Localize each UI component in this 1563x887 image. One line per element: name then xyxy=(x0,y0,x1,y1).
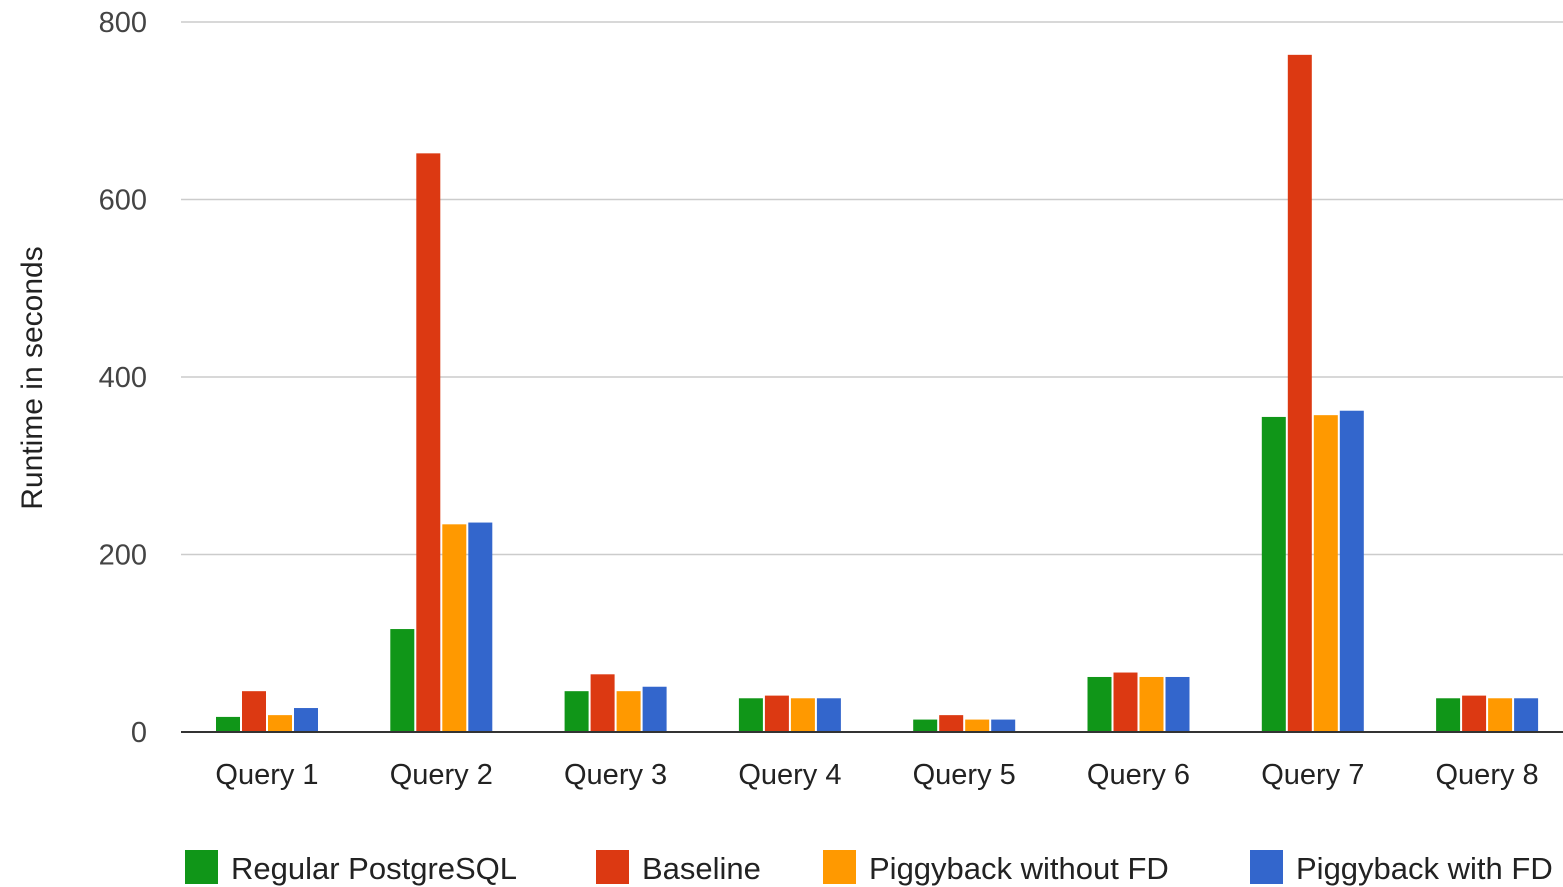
legend-entry: Piggyback with FD xyxy=(1296,851,1553,886)
bar xyxy=(965,719,990,732)
y-axis-ticks: 0 200 400 600 800 xyxy=(99,7,147,749)
x-tick-label: Query 6 xyxy=(1087,759,1190,791)
x-tick-label: Query 1 xyxy=(215,759,318,791)
legend-swatch xyxy=(596,850,629,884)
legend-swatch xyxy=(185,850,218,884)
bar xyxy=(1313,415,1338,732)
bar xyxy=(216,716,240,732)
bar xyxy=(616,691,641,732)
bar xyxy=(642,686,667,732)
bars xyxy=(216,54,1539,733)
bar xyxy=(590,674,615,732)
bar xyxy=(1514,698,1539,732)
x-tick-label: Query 4 xyxy=(738,759,841,791)
legend-entry: Baseline xyxy=(642,851,761,886)
y-axis-label: Runtime in seconds xyxy=(16,246,49,509)
bar xyxy=(939,715,964,732)
bar xyxy=(1287,54,1312,732)
legend-entry: Piggyback without FD xyxy=(869,851,1169,886)
bar xyxy=(1462,695,1487,732)
bar xyxy=(1165,676,1190,732)
bar xyxy=(1436,698,1461,732)
legend: Regular PostgreSQL Baseline Piggyback with… xyxy=(185,850,1553,886)
bar xyxy=(442,524,467,732)
x-axis-categories: Query 1 Query 2 Query 3 Query 4 Query 5 Query… xyxy=(215,759,1538,791)
y-tick-label: 200 xyxy=(99,540,147,572)
bar xyxy=(416,153,441,733)
y-tick-label: 0 xyxy=(131,717,147,749)
legend-entry: Regular PostgreSQL xyxy=(231,851,517,886)
bar xyxy=(913,719,938,732)
bar xyxy=(294,708,318,732)
bar xyxy=(1113,672,1138,732)
x-tick-label: Query 3 xyxy=(564,759,667,791)
bar xyxy=(764,695,789,732)
bar xyxy=(1087,676,1112,732)
bar xyxy=(268,715,292,732)
x-tick-label: Query 2 xyxy=(390,759,493,791)
bar xyxy=(1488,698,1513,732)
legend-swatch xyxy=(823,850,856,884)
bar xyxy=(564,691,589,732)
bar xyxy=(242,691,266,732)
bar xyxy=(1339,410,1364,732)
y-tick-label: 600 xyxy=(99,185,147,217)
x-tick-label: Query 5 xyxy=(913,759,1016,791)
y-tick-label: 400 xyxy=(99,362,147,394)
bar xyxy=(991,719,1016,732)
legend-swatch xyxy=(1250,850,1283,884)
bar xyxy=(816,698,841,732)
bar xyxy=(1261,416,1286,732)
x-tick-label: Query 7 xyxy=(1261,759,1364,791)
bar xyxy=(390,629,415,732)
bar xyxy=(468,522,493,732)
bar xyxy=(790,698,815,732)
y-tick-label: 800 xyxy=(99,7,147,39)
x-tick-label: Query 8 xyxy=(1436,759,1539,791)
bar xyxy=(1139,676,1164,732)
bar xyxy=(738,698,763,732)
